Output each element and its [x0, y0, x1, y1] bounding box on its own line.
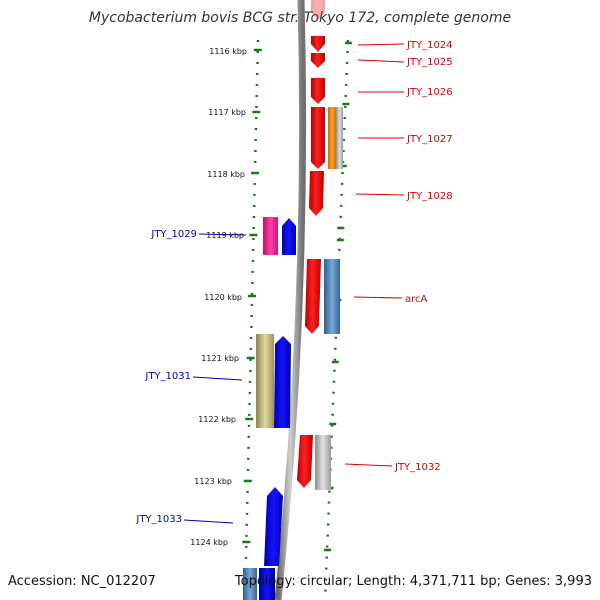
leader-line-jty-1032: [344, 463, 393, 467]
gene-jty-1028[interactable]: [309, 171, 324, 216]
gene-jty-1027-gray[interactable]: [336, 107, 343, 169]
gene-jty-1029-pink[interactable]: [263, 217, 278, 255]
gene-jty-1027-orange[interactable]: [328, 107, 336, 169]
scale-label-1119: 1119 kbp: [206, 231, 244, 240]
gene-jty-1029-blue[interactable]: [282, 218, 296, 255]
gene-arca[interactable]: [305, 259, 321, 334]
gene-bottom-blue[interactable]: [259, 568, 275, 600]
forward-strand-features: [297, 0, 343, 490]
gene-jty-1032[interactable]: [297, 435, 313, 488]
gene-label-jty-1032[interactable]: JTY_1032: [394, 462, 441, 473]
gene-label-jty-1028[interactable]: JTY_1028: [406, 191, 453, 202]
scale-label-1118: 1118 kbp: [207, 170, 245, 179]
scale-label-1116: 1116 kbp: [209, 47, 247, 56]
accession-text: Accession: NC_012207: [8, 574, 156, 589]
gene-label-jty-1029[interactable]: JTY_1029: [150, 229, 197, 240]
leader-line-jty-1028: [355, 193, 405, 196]
gene-jty-1026[interactable]: [311, 78, 325, 104]
genome-backbone: [274, 0, 307, 600]
reverse-strand-features: [243, 217, 296, 600]
leader-line-jty-1031: [192, 376, 243, 381]
gene-jty-1025[interactable]: [311, 53, 325, 68]
leader-line-jty-1029: [198, 233, 247, 236]
gene-label-jty-1026[interactable]: JTY_1026: [406, 87, 453, 98]
scale-label-1120: 1120 kbp: [204, 293, 242, 302]
gene-jty-1033[interactable]: [264, 487, 283, 566]
gene-jty-1024[interactable]: [311, 0, 325, 20]
gene-label-jty-1027[interactable]: JTY_1027: [406, 134, 453, 145]
scale-label-1124: 1124 kbp: [190, 538, 228, 547]
left-dotted-track: [243, 39, 260, 600]
gene-jty-1031-khaki[interactable]: [256, 334, 274, 428]
leader-line-jty-1033: [183, 519, 234, 524]
gene-bottom-steel[interactable]: [243, 568, 257, 600]
gene-arca-steel[interactable]: [324, 259, 340, 334]
leader-line-jty-1024: [357, 43, 405, 46]
scale-labels: 1116 kbp 1117 kbp 1118 kbp 1119 kbp 1120…: [190, 47, 247, 547]
gene-label-arca[interactable]: arcA: [405, 294, 428, 305]
scale-label-1122: 1122 kbp: [198, 415, 236, 424]
scale-label-1117: 1117 kbp: [208, 108, 246, 117]
gene-label-jty-1025[interactable]: JTY_1025: [406, 57, 453, 68]
scale-label-1123: 1123 kbp: [194, 477, 232, 486]
genome-summary-text: Topology: circular; Length: 4,371,711 bp…: [234, 574, 592, 589]
gene-jty-1031-blue[interactable]: [274, 336, 291, 428]
gene-label-jty-1024[interactable]: JTY_1024: [406, 40, 453, 51]
scale-label-1121: 1121 kbp: [201, 354, 239, 363]
leader-line-jty-1025: [357, 59, 405, 63]
gene-jty-1032-gray[interactable]: [315, 435, 331, 490]
gene-labels: JTY_1024 JTY_1025 JTY_1026 JTY_1027 JTY_…: [135, 40, 452, 525]
leader-line-arca: [353, 296, 403, 299]
gene-label-jty-1031[interactable]: JTY_1031: [144, 371, 191, 382]
gene-jty-1027[interactable]: [311, 107, 325, 169]
gene-label-jty-1033[interactable]: JTY_1033: [135, 514, 182, 525]
gene-jty-1024[interactable]: [311, 36, 325, 52]
leader-lines: [183, 43, 405, 524]
